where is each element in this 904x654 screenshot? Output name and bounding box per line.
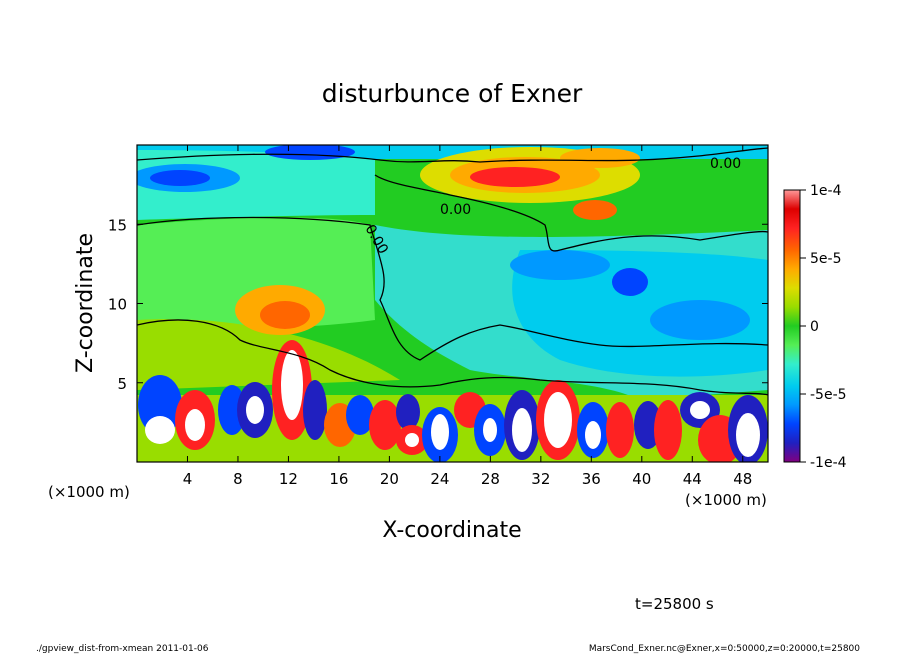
x-unit-right: (×1000 m) bbox=[685, 491, 767, 509]
cell bbox=[654, 400, 682, 460]
cell bbox=[544, 392, 572, 448]
footer-left: ./gpview_dist-from-xmean 2011-01-06 bbox=[36, 644, 209, 654]
chart-title: disturbunce of Exner bbox=[322, 79, 583, 108]
cell bbox=[483, 418, 497, 442]
cell bbox=[138, 375, 182, 435]
blob-blue-upper-left-core bbox=[150, 170, 210, 186]
blob-orange-36 bbox=[573, 200, 617, 220]
x-tick-label: 28 bbox=[481, 470, 500, 488]
x-tick-label: 32 bbox=[531, 470, 550, 488]
contour-label: 0.00 bbox=[440, 202, 471, 218]
cell bbox=[281, 350, 303, 420]
colorbar-tick-label: 1e-4 bbox=[810, 183, 842, 199]
x-tick-label: 16 bbox=[329, 470, 348, 488]
colorbar-ticks: 1e-4 5e-5 0 -5e-5 -1e-4 bbox=[800, 183, 847, 471]
cell bbox=[736, 413, 760, 457]
contour-line-top bbox=[137, 147, 768, 163]
x-tick-label: 20 bbox=[380, 470, 399, 488]
cell bbox=[185, 409, 205, 441]
x-unit-left: (×1000 m) bbox=[48, 483, 130, 501]
colorbar-tick-label: 5e-5 bbox=[810, 251, 841, 267]
blob-blue-top bbox=[265, 145, 355, 160]
y-tick-label: 5 bbox=[117, 375, 127, 393]
colorbar-tick-label: 0 bbox=[810, 319, 819, 335]
blob-blue-right bbox=[650, 300, 750, 340]
footer-right: MarsCond_Exner.nc@Exner,x=0:50000,z=0:20… bbox=[589, 644, 860, 654]
cell bbox=[431, 414, 449, 450]
cell bbox=[246, 396, 264, 424]
lower-cells bbox=[137, 340, 768, 462]
x-tick-label: 36 bbox=[582, 470, 601, 488]
blob-orange-top-2 bbox=[560, 148, 640, 168]
contour-label: 0.00 bbox=[710, 156, 741, 172]
y-axis-label: Z-coordinate bbox=[73, 233, 98, 373]
blob-red-mid bbox=[260, 301, 310, 329]
contour-line-lower bbox=[137, 319, 768, 396]
x-tick-label: 4 bbox=[183, 470, 193, 488]
y-axis: 5 10 15 bbox=[108, 216, 768, 393]
y-tick-label: 10 bbox=[108, 296, 127, 314]
x-tick-label: 44 bbox=[683, 470, 702, 488]
x-tick-label: 48 bbox=[733, 470, 752, 488]
cell bbox=[303, 380, 327, 440]
cell bbox=[512, 408, 532, 452]
colorbar-tick-label: -1e-4 bbox=[810, 455, 847, 471]
field-region-cyan-2 bbox=[512, 250, 768, 377]
cell bbox=[145, 416, 175, 444]
cell bbox=[690, 401, 710, 419]
colorbar-tick-label: -5e-5 bbox=[810, 387, 847, 403]
blob-red-top bbox=[470, 167, 560, 187]
time-label: t=25800 s bbox=[635, 595, 714, 613]
x-axis: 4 8 12 16 20 24 28 32 36 40 44 48 bbox=[183, 145, 752, 488]
blob-blue-mid bbox=[510, 250, 610, 280]
x-tick-label: 40 bbox=[632, 470, 651, 488]
colorbar bbox=[783, 189, 801, 463]
x-axis-label: X-coordinate bbox=[382, 518, 521, 543]
cell bbox=[405, 433, 419, 447]
cell bbox=[346, 395, 374, 435]
y-tick-label: 15 bbox=[108, 216, 127, 234]
blob-blue-40 bbox=[612, 268, 648, 296]
cell bbox=[585, 421, 601, 449]
heatmap-field bbox=[137, 145, 768, 462]
x-tick-label: 12 bbox=[279, 470, 298, 488]
x-tick-label: 8 bbox=[233, 470, 243, 488]
cell bbox=[369, 400, 401, 450]
x-tick-label: 24 bbox=[430, 470, 449, 488]
contour-line-middle bbox=[137, 216, 768, 361]
contour-line-upper bbox=[374, 174, 768, 252]
cell bbox=[606, 402, 634, 458]
cell bbox=[396, 394, 420, 430]
